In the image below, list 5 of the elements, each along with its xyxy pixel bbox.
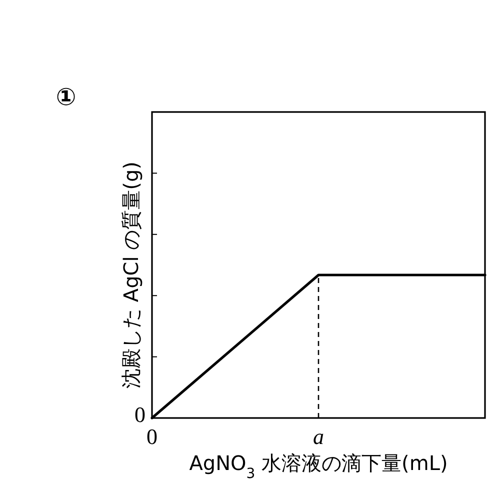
text: 0 [134,402,146,427]
y-axis-title: 沈殿した AgCl の質量(g) [119,162,143,388]
text: ① [56,83,76,111]
x-axis-title: AgNO$_{3}$ 水溶液の滴下量(mL) [189,451,448,479]
x-tick-label: a [313,424,324,449]
